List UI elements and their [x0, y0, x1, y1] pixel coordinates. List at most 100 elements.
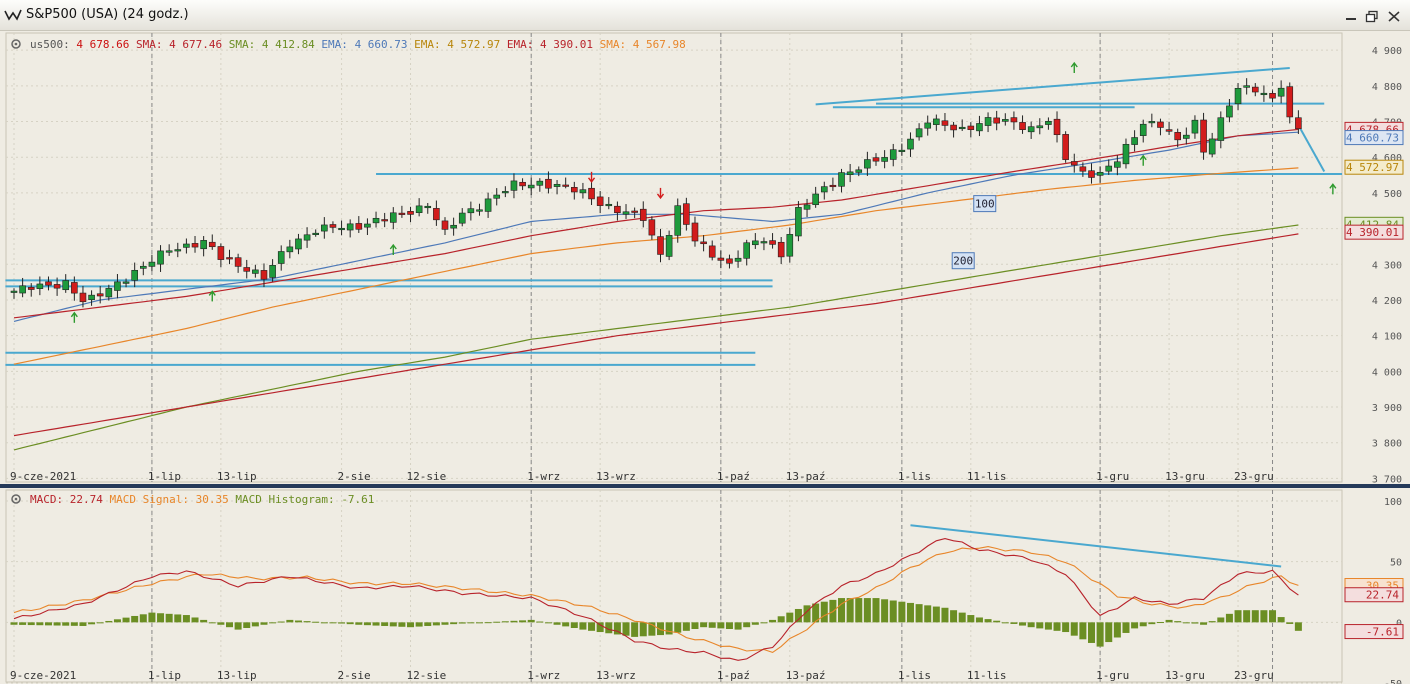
macd-tick-label: 0 [1396, 618, 1402, 629]
candle-down [96, 293, 104, 297]
histogram-bar [1174, 621, 1182, 623]
histogram-bar [1165, 619, 1173, 623]
candle-up [1096, 171, 1104, 176]
macd-date-tick-label: 11-lis [967, 669, 1007, 682]
candle-up [674, 205, 682, 236]
histogram-bar [932, 606, 940, 623]
macd-date-tick-label: 1-gru [1096, 669, 1129, 682]
histogram-bar [157, 613, 165, 623]
histogram-bar [294, 620, 302, 623]
histogram-bar [613, 622, 621, 635]
legend-value: 4 390.01 [540, 38, 593, 51]
candle-up [976, 123, 983, 132]
ma-sma_orange [13, 167, 1299, 365]
histogram-bar [769, 619, 777, 623]
histogram-bar [1182, 622, 1190, 624]
candle-down [234, 257, 242, 267]
signal-line [13, 546, 1299, 654]
histogram-bar [1113, 622, 1121, 638]
minimize-icon[interactable] [1344, 10, 1358, 23]
candle-up [1105, 165, 1113, 172]
period-label-box [951, 252, 975, 270]
candle-down [967, 125, 975, 131]
candle-down [79, 292, 87, 303]
candle-down [631, 210, 638, 213]
legend-label: EMA: [500, 38, 540, 51]
candle-up [502, 191, 509, 194]
candle-down [545, 178, 552, 189]
candle-up [338, 227, 345, 231]
histogram-bar [519, 620, 527, 623]
macd-panel[interactable]: 100 50 0 -50 9-cze-2021 1-lip 13-lip 2-sie 12-s… [5, 489, 1404, 684]
candle-down [1070, 161, 1078, 166]
macd-date-tick-label: 1-lip [148, 669, 181, 682]
histogram-bar [346, 622, 354, 625]
date-tick-label: 13-wrz [596, 470, 636, 483]
trendline [1297, 124, 1326, 172]
title-bar[interactable]: S&P500 (USA) (24 godz.) [0, 0, 1410, 31]
chart-labels: 100 200 [951, 195, 997, 270]
close-icon[interactable] [1387, 10, 1401, 23]
histogram-bar [648, 622, 656, 636]
histogram-bar [846, 598, 854, 623]
restore-icon[interactable] [1365, 10, 1379, 23]
period-label: 100 [975, 198, 995, 211]
legend-label: EMA: [315, 38, 355, 51]
window-title: S&P500 (USA) (24 godz.) [26, 7, 189, 22]
candle-up [364, 223, 371, 228]
legend-label: MACD Histogram: [229, 493, 342, 506]
price-tick-label: 4 600 [1372, 153, 1402, 164]
macd-date-tick-label: 1-lis [898, 669, 931, 682]
histogram-bar [562, 622, 570, 627]
histogram-bar [1044, 622, 1052, 630]
histogram-bar [1139, 622, 1147, 627]
candle-up [958, 126, 966, 130]
candle-down [226, 257, 233, 260]
histogram-bar [725, 622, 733, 630]
price-tick-label: 4 000 [1372, 367, 1402, 378]
histogram-bar [596, 622, 604, 633]
price-tick-label: 4 200 [1372, 296, 1402, 307]
histogram-bar [751, 622, 759, 625]
histogram-bar [639, 622, 647, 637]
candle-down [570, 187, 578, 193]
candle-up [200, 240, 207, 250]
histogram-bar [898, 601, 906, 623]
histogram-bar [407, 622, 415, 628]
panel-separator[interactable] [0, 484, 1410, 488]
macd-line [13, 538, 1299, 661]
candle-up [493, 194, 501, 199]
macd-grid [5, 489, 1343, 684]
candle-up [165, 250, 173, 253]
histogram-bar [475, 622, 483, 624]
histogram-bar [36, 622, 44, 626]
candle-down [708, 245, 716, 258]
candle-up [846, 171, 854, 175]
candle-down [27, 286, 35, 290]
histogram-bar [950, 610, 958, 623]
histogram-bar [924, 605, 932, 623]
histogram-bar [855, 598, 863, 623]
settings-icon[interactable] [11, 39, 21, 49]
candle-up [1183, 134, 1190, 139]
settings-icon[interactable] [11, 494, 21, 504]
candle-down [562, 184, 569, 187]
candle-down [407, 211, 414, 215]
ma-ema_red_slow [13, 233, 1299, 437]
histogram-bar [1070, 622, 1078, 636]
histogram-bar [53, 622, 61, 626]
date-tick-label: 1-gru [1096, 470, 1129, 483]
candle-down [829, 184, 837, 188]
candle-up [820, 186, 828, 193]
legend-label: SMA: [593, 38, 633, 51]
histogram-bar [1096, 622, 1104, 647]
histogram-bar [657, 622, 664, 636]
histogram-bar [312, 621, 320, 623]
histogram-bar [958, 612, 966, 623]
candle-up [510, 180, 518, 191]
candle-up [1122, 143, 1130, 165]
candle-up [467, 208, 475, 214]
